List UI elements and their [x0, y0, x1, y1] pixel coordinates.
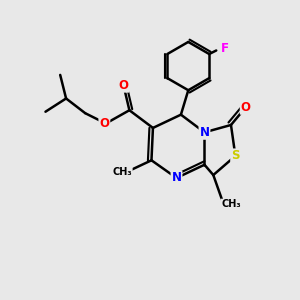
Text: N: N — [172, 172, 182, 184]
Text: CH₃: CH₃ — [112, 167, 132, 177]
Text: O: O — [99, 117, 110, 130]
Text: F: F — [221, 42, 229, 55]
Text: CH₃: CH₃ — [221, 200, 241, 209]
Text: N: N — [200, 126, 209, 139]
Text: S: S — [231, 149, 240, 162]
Text: O: O — [118, 79, 128, 92]
Text: O: O — [241, 101, 251, 114]
